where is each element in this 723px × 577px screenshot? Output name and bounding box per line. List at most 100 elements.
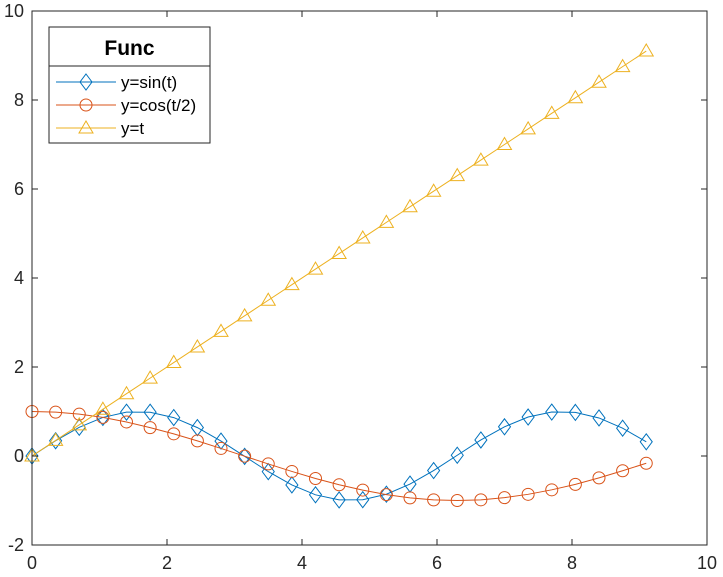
data-point [543,105,560,119]
legend-label: y=t [121,119,144,138]
x-tick-label: 10 [697,553,717,573]
data-point [214,432,228,450]
data-point [474,431,488,449]
data-point [95,401,111,415]
data-point [354,229,371,244]
legend-entries: y=sin(t) y=cos(t/2) y=t [56,73,196,138]
data-point [285,464,299,478]
series-3 [24,43,655,462]
series-line [31,411,647,502]
data-point [261,457,275,471]
data-point [213,323,229,337]
data-point [545,403,559,421]
data-point [591,74,607,88]
data-point [308,485,323,504]
data-point [545,483,559,497]
data-point [167,408,181,427]
data-point [119,403,134,422]
data-point [332,478,346,492]
data-point [285,476,299,494]
data-point [71,416,88,431]
data-point [403,491,417,505]
data-point [520,120,536,135]
data-point [616,464,630,478]
data-point [238,447,252,466]
data-point [284,276,300,291]
data-point [165,354,182,369]
data-point [214,441,228,455]
data-point [356,490,370,509]
legend-entry: y=cos(t/2) [56,96,196,115]
data-point [521,408,535,426]
data-point [474,493,488,507]
legend-box [48,26,211,144]
data-point [47,432,64,446]
legend: Func y=sin(t) y=cos(t/2) y=t [48,26,211,144]
data-point [142,370,158,384]
data-point [473,152,489,166]
data-point [568,403,582,422]
data-point [427,493,441,507]
data-point [331,245,347,260]
data-point [332,491,346,509]
y-tick-label: 6 [14,179,24,199]
legend-label: y=sin(t) [121,73,177,92]
data-point [120,415,133,429]
data-point [425,183,442,197]
y-tick-label: 0 [14,446,24,466]
legend-marker [79,73,93,91]
y-tick-label: 8 [14,90,24,110]
data-point [638,43,655,57]
data-point [356,483,370,497]
series-line [31,50,647,457]
data-point [236,307,253,322]
x-tick-label: 4 [297,553,307,573]
data-point [592,471,606,485]
x-tick-label: 0 [27,553,37,573]
data-point [238,449,252,463]
data-point [96,410,110,424]
series-2 [25,405,653,507]
data-point [189,338,206,353]
data-point [568,477,582,491]
data-point [309,471,322,485]
data-point [427,461,441,480]
legend-entry: y=t [56,119,144,138]
data-point [402,198,418,213]
data-point [497,417,512,436]
legend-label: y=cos(t/2) [121,96,196,115]
data-point [190,434,204,448]
legend-marker [79,98,93,112]
data-point [167,427,181,441]
data-point [450,446,464,465]
data-point [118,385,135,400]
data-point [450,494,464,507]
data-point [496,136,513,150]
data-point [49,405,63,419]
data-point [567,89,584,104]
legend-entry: y=sin(t) [56,73,177,92]
y-tick-label: 10 [4,1,24,21]
y-tick-label: 2 [14,357,24,377]
data-point [498,491,511,505]
data-point [378,214,395,228]
data-point [449,167,466,182]
data-point [143,403,157,422]
legend-title: Func [104,37,154,60]
series-line [31,411,647,501]
x-tick-label: 6 [432,553,442,573]
data-point [307,261,324,275]
y-tick-label: -2 [8,535,24,555]
data-point [260,292,277,306]
data-point [143,421,157,435]
data-point [592,409,606,427]
series-layer [24,43,655,509]
data-point [616,419,630,438]
data-point [639,432,653,451]
data-point [190,418,204,437]
data-point [521,487,535,501]
data-point [379,485,393,504]
x-tick-label: 2 [162,553,172,573]
